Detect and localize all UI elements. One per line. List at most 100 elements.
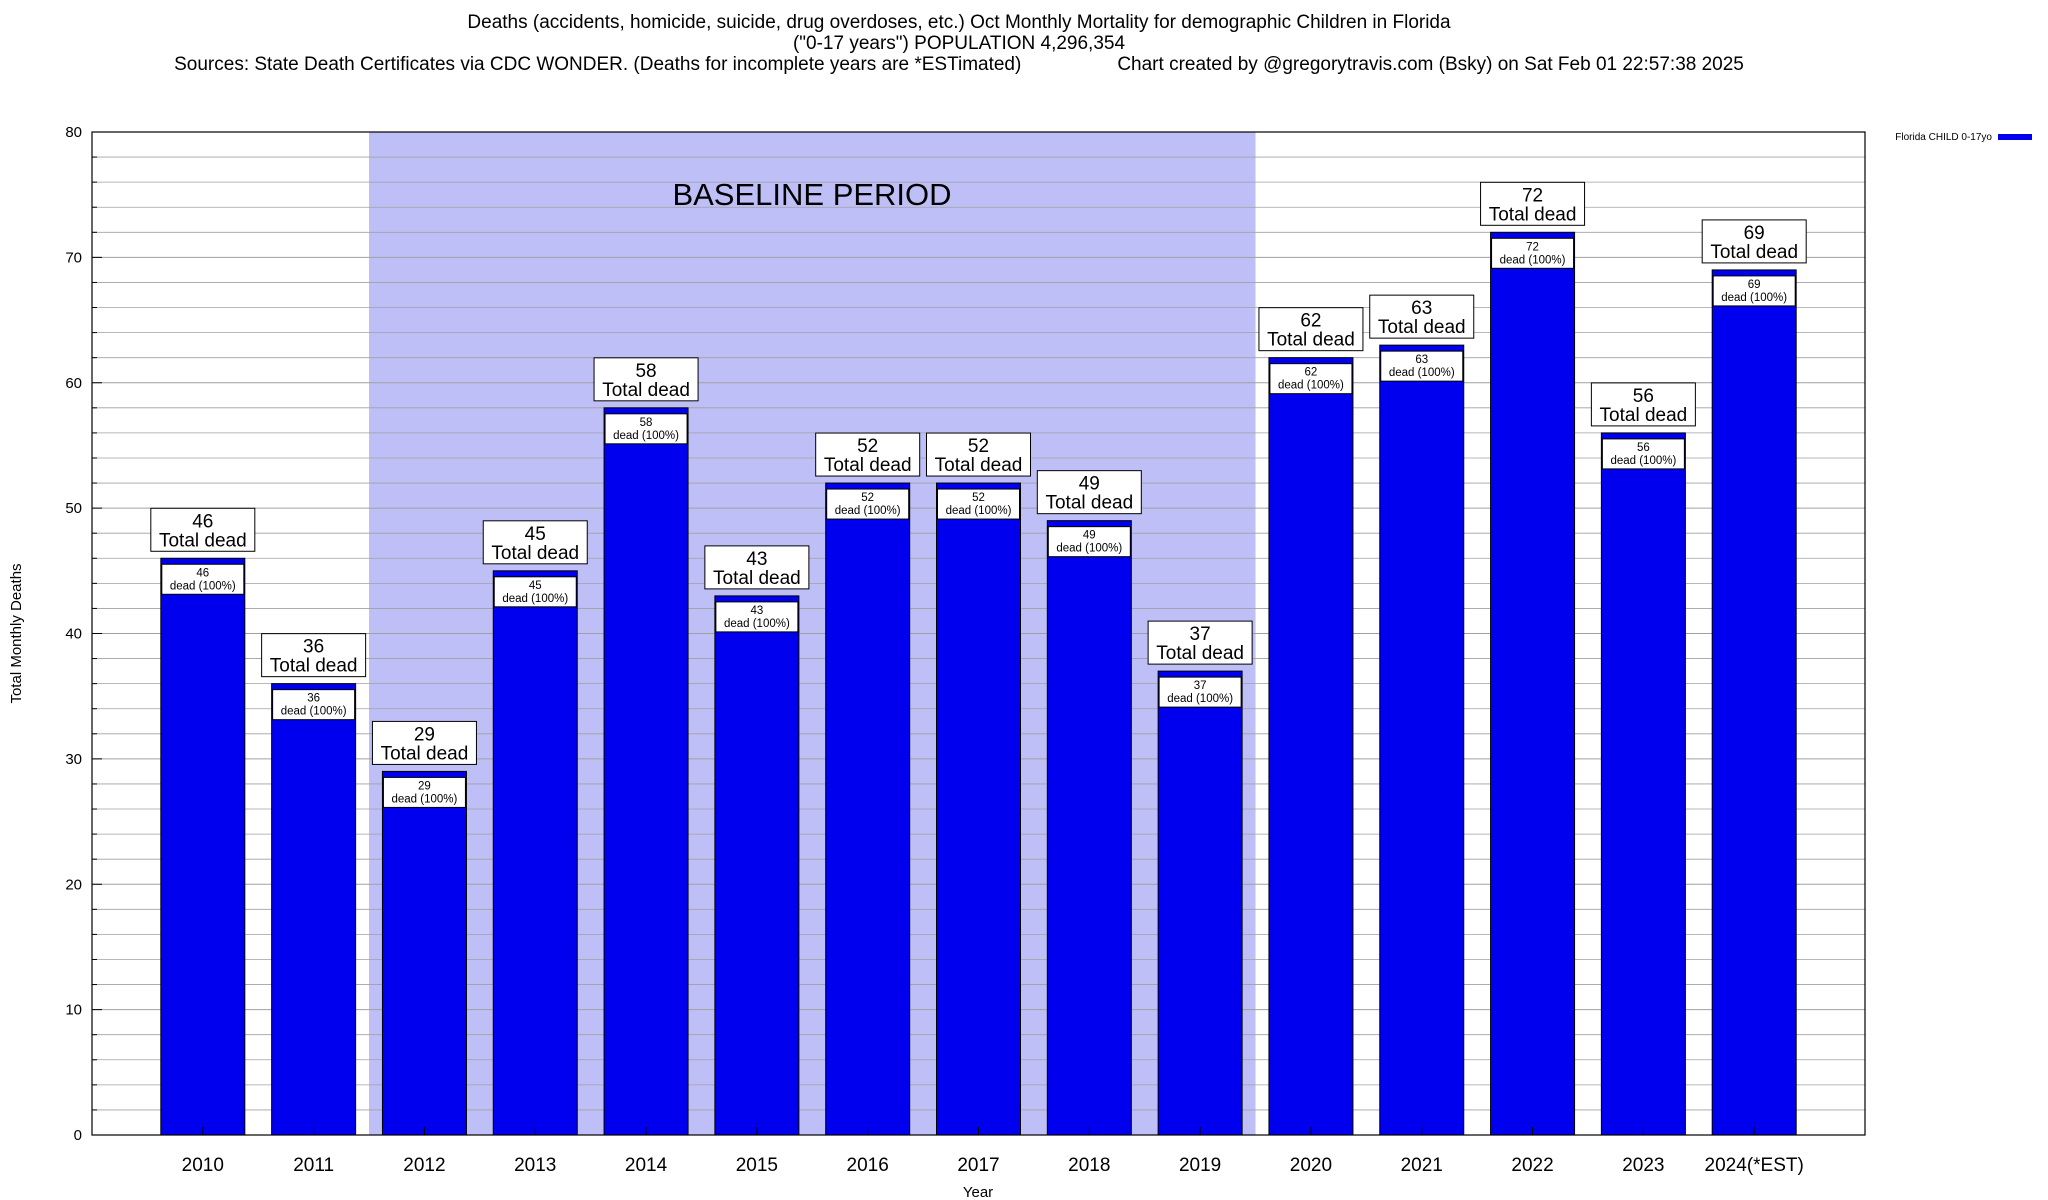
bar-total-label-box: [593, 357, 699, 402]
y-axis-title: Total Monthly Deaths: [8, 563, 25, 703]
x-tick-label: 2020: [1290, 1155, 1332, 1176]
x-tick-label: 2012: [403, 1155, 445, 1176]
bar-inner-value: 52: [861, 492, 874, 504]
bar-inner-value: 36: [307, 693, 320, 705]
bar-inner-label: dead (100%): [392, 793, 458, 805]
bar: [381, 770, 467, 1136]
bar-total-label: Total dead: [1710, 242, 1798, 263]
bar: [271, 683, 357, 1136]
chart-credit: Chart created by @gregorytravis.com (Bsk…: [1117, 54, 1744, 75]
bar-inner-label: dead (100%): [613, 430, 679, 442]
bar-inner-value: 62: [1305, 367, 1318, 379]
bar-total-label-box: [1258, 307, 1364, 352]
x-tick-label: 2015: [736, 1155, 778, 1176]
bar-inner-label-box: [826, 488, 910, 520]
bar: [714, 595, 800, 1136]
bar-total-value: 72: [1522, 185, 1543, 206]
bar-inner-label: dead (100%): [1721, 292, 1787, 304]
bar-inner-value: 49: [1083, 530, 1096, 542]
bar-total-label: Total dead: [1378, 317, 1466, 338]
chart-title: Deaths (accidents, homicide, suicide, dr…: [467, 12, 1451, 33]
bar-total-label-box: [815, 432, 921, 477]
bar-total-label: Total dead: [602, 380, 690, 401]
bar-inner-label-box: [604, 413, 688, 445]
y-tick-label: 40: [65, 626, 82, 643]
bar-total-label-box: [926, 432, 1031, 477]
bar-inner-label-box: [272, 689, 356, 721]
bar-inner-label: dead (100%): [1167, 693, 1233, 705]
bar-total-value: 62: [1300, 311, 1321, 332]
bar-total-label-box: [1036, 470, 1142, 515]
bar-inner-label-box: [1047, 526, 1131, 558]
bar-total-label: Total dead: [159, 530, 247, 551]
bar-total-label: Total dead: [1156, 643, 1244, 664]
bar-inner-label-box: [1712, 275, 1796, 307]
bar-inner-label-box: [937, 488, 1020, 520]
bar-total-label-box: [1147, 620, 1253, 665]
bar-inner-value: 29: [418, 780, 431, 792]
bar-inner-label-box: [1269, 363, 1353, 395]
bar-inner-label-box: [1601, 438, 1685, 470]
bar-total-label-box: [1480, 181, 1586, 226]
bar-total-label-box: [261, 633, 367, 678]
bar-inner-label: dead (100%): [1278, 380, 1344, 392]
legend-label: Florida CHILD 0-17yo: [1895, 132, 1992, 143]
bar-inner-value: 37: [1194, 680, 1207, 692]
bar: [936, 482, 1021, 1136]
bar-total-label-box: [150, 507, 256, 552]
bar: [825, 482, 911, 1136]
x-tick-label: 2013: [514, 1155, 556, 1176]
bar-inner-label: dead (100%): [1500, 254, 1566, 266]
plot-frame: [91, 131, 1866, 1136]
bar-inner-value: 56: [1637, 442, 1650, 454]
y-tick-label: 30: [65, 751, 82, 768]
bar-total-label-box: [704, 545, 810, 590]
bar-total-label: Total dead: [1600, 405, 1688, 426]
bar: [1268, 357, 1354, 1136]
bar-inner-label-box: [1158, 676, 1242, 708]
y-tick-label: 50: [65, 500, 82, 517]
chart-subtitle: ("0-17 years") POPULATION 4,296,354: [792, 33, 1126, 54]
bar-inner-label: dead (100%): [281, 706, 347, 718]
bar-total-value: 58: [635, 361, 656, 382]
bar-total-label: Total dead: [1489, 204, 1577, 225]
bar-total-value: 49: [1079, 474, 1100, 495]
axes-layer: 0 10 20 30 40 50 60 70 80 2010 2011 2012 2013 2014 201…: [8, 124, 1866, 1200]
bar: [492, 570, 578, 1136]
bar-total-value: 29: [414, 724, 435, 745]
bar-total-value: 63: [1411, 298, 1432, 319]
bar-inner-value: 46: [196, 567, 209, 579]
bar: [1490, 231, 1576, 1136]
bar-inner-label: dead (100%): [946, 505, 1012, 517]
bar-total-label-box: [1369, 294, 1475, 339]
x-axis-title: Year: [963, 1184, 993, 1200]
y-tick-label: 60: [65, 375, 82, 392]
x-tick-label: 2019: [1179, 1155, 1221, 1176]
bar-inner-label: dead (100%): [170, 580, 236, 592]
bar-total-label: Total dead: [713, 568, 801, 589]
y-tick-label: 0: [74, 1127, 82, 1144]
y-tick-label: 80: [65, 124, 82, 141]
x-tick-label: 2023: [1622, 1155, 1664, 1176]
bar-inner-label-box: [1380, 350, 1464, 382]
legend-swatch: [1998, 134, 2032, 140]
bar-total-value: 43: [746, 549, 767, 570]
bar: [1046, 520, 1132, 1136]
bar-inner-value: 52: [972, 492, 985, 504]
bar: [1379, 344, 1465, 1136]
bar-inner-value: 63: [1415, 354, 1428, 366]
x-tick-label: 2017: [957, 1155, 999, 1176]
bar-total-value: 52: [857, 436, 878, 457]
bar-total-value: 46: [192, 511, 213, 532]
x-tick-label: 2022: [1511, 1155, 1553, 1176]
bar-total-value: 69: [1744, 223, 1765, 244]
bar-inner-value: 72: [1526, 241, 1539, 253]
x-tick-label: 2014: [625, 1155, 668, 1176]
bar-total-label-box: [482, 520, 588, 565]
bar-total-label: Total dead: [1267, 330, 1355, 351]
x-tick-label: 2018: [1068, 1155, 1110, 1176]
bar: [1600, 432, 1686, 1136]
x-tick-label: 2024(*EST): [1705, 1155, 1804, 1176]
